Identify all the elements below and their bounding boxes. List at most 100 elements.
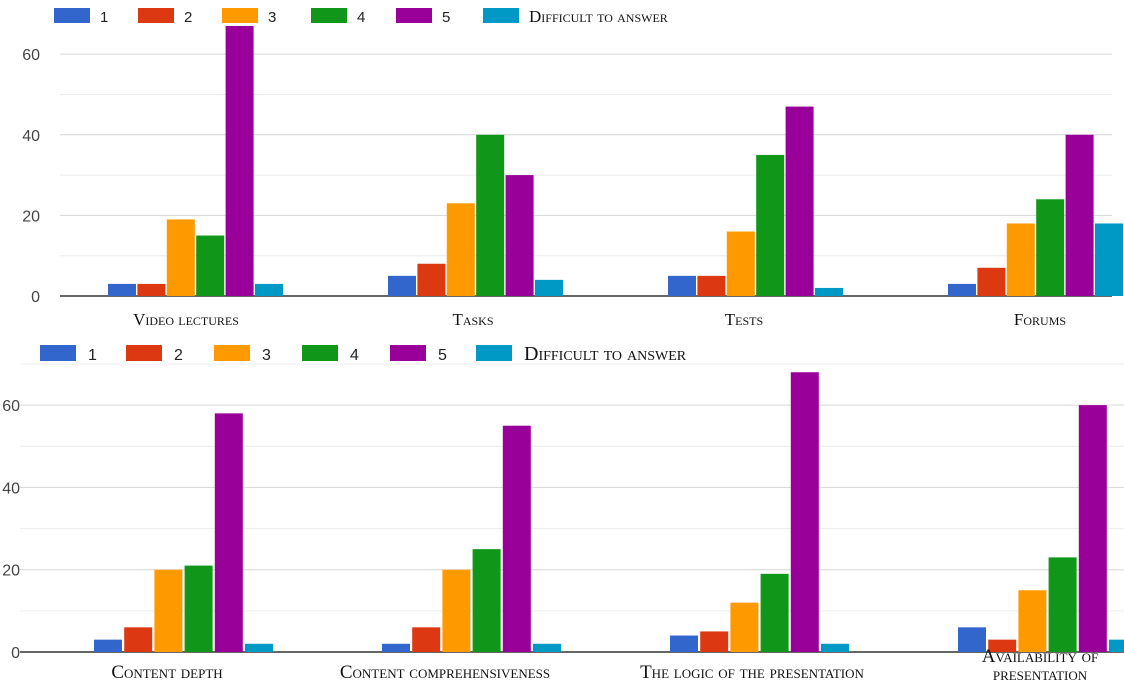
bar-availability-of-presentation-5 bbox=[1078, 405, 1107, 652]
legend-label: 1 bbox=[100, 9, 108, 26]
bar-content-comprehensiveness-5 bbox=[502, 425, 531, 652]
legend-label: 2 bbox=[174, 347, 183, 364]
legend-label: 4 bbox=[350, 347, 359, 364]
bar-content-depth-1 bbox=[94, 639, 122, 652]
legend-label: Difficult to answer bbox=[524, 343, 687, 365]
legend-swatch bbox=[390, 345, 426, 361]
bottom-y-tick-label: 60 bbox=[2, 398, 20, 415]
bar-tests-4 bbox=[756, 154, 785, 296]
legend-swatch bbox=[396, 8, 432, 23]
bar-forums-3 bbox=[1006, 223, 1035, 296]
legend-label: 4 bbox=[357, 9, 365, 26]
legend-item-3: 3 bbox=[222, 8, 276, 26]
legend-swatch bbox=[476, 345, 512, 361]
legend-item-2: 2 bbox=[126, 345, 183, 364]
bar-the-logic-of-the-presentation-4 bbox=[760, 573, 789, 652]
bar-content-depth-4 bbox=[184, 565, 213, 652]
bar-video-lectures-2 bbox=[137, 283, 166, 296]
bar-content-depth-3 bbox=[154, 569, 183, 652]
legend-item-difficult-to-answer: Difficult to answer bbox=[483, 7, 668, 26]
legend-item-4: 4 bbox=[311, 8, 365, 26]
bar-video-lectures-5 bbox=[225, 25, 254, 296]
legend-item-5: 5 bbox=[396, 8, 450, 26]
bar-availability-of-presentation-4 bbox=[1048, 557, 1077, 652]
legend-item-3: 3 bbox=[214, 345, 271, 364]
legend-swatch bbox=[126, 345, 162, 361]
bar-tasks-difficult-to-answer bbox=[535, 279, 563, 296]
chart-top: 0 20 40 60 1 2 3 4 5 Difficult to answer Video lec… bbox=[0, 0, 1124, 338]
bar-forums-5 bbox=[1065, 134, 1094, 296]
bar-tests-1 bbox=[668, 275, 696, 296]
chart-bottom-svg: 0 20 40 60 1 2 3 4 5 Difficult to answer Content d… bbox=[2, 343, 1124, 685]
bottom-y-tick-label: 40 bbox=[2, 480, 20, 497]
bar-content-depth-difficult-to-answer bbox=[245, 643, 273, 652]
bar-tasks-5 bbox=[505, 175, 534, 296]
legend-label: 5 bbox=[442, 9, 450, 26]
bottom-y-tick-label: 20 bbox=[2, 563, 20, 580]
category-label: The logic of the presentation bbox=[640, 662, 864, 683]
legend-swatch bbox=[302, 345, 338, 361]
bottom-bars bbox=[94, 372, 1124, 652]
bar-tests-2 bbox=[697, 275, 726, 296]
bar-content-comprehensiveness-4 bbox=[472, 549, 501, 652]
bar-availability-of-presentation-3 bbox=[1018, 590, 1047, 652]
legend-swatch bbox=[214, 345, 250, 361]
bar-content-comprehensiveness-1 bbox=[382, 643, 410, 652]
legend-item-5: 5 bbox=[390, 345, 447, 364]
bar-tests-3 bbox=[726, 231, 755, 296]
bottom-legend: 1 2 3 4 5 Difficult to answer bbox=[40, 343, 687, 365]
bar-availability-of-presentation-1 bbox=[958, 627, 986, 652]
legend-item-1: 1 bbox=[54, 8, 108, 26]
bar-tasks-2 bbox=[417, 263, 446, 296]
top-y-tick-label: 40 bbox=[22, 128, 40, 145]
bar-content-comprehensiveness-2 bbox=[412, 627, 441, 652]
bar-content-comprehensiveness-3 bbox=[442, 569, 471, 652]
legend-swatch bbox=[40, 345, 76, 361]
category-label: Tasks bbox=[452, 310, 493, 329]
bar-forums-difficult-to-answer bbox=[1095, 223, 1123, 296]
bar-tasks-3 bbox=[446, 203, 475, 296]
bottom-y-axis: 0 20 40 60 bbox=[2, 398, 20, 662]
category-label: Content depth bbox=[111, 662, 222, 683]
bar-video-lectures-difficult-to-answer bbox=[255, 283, 283, 296]
category-label: Tests bbox=[725, 310, 763, 329]
legend-item-2: 2 bbox=[138, 8, 192, 26]
top-legend: 1 2 3 4 5 Difficult to answer bbox=[54, 7, 668, 26]
bottom-x-axis: Content depth Content comprehensiveness Th… bbox=[111, 646, 1098, 685]
legend-label: Difficult to answer bbox=[529, 7, 668, 26]
bar-availability-of-presentation-2 bbox=[988, 639, 1017, 652]
bar-the-logic-of-the-presentation-difficult-to-answer bbox=[821, 643, 849, 652]
bar-content-depth-2 bbox=[124, 627, 153, 652]
bar-tasks-1 bbox=[388, 275, 416, 296]
bar-forums-2 bbox=[977, 267, 1006, 296]
bar-tests-difficult-to-answer bbox=[815, 287, 843, 296]
bar-the-logic-of-the-presentation-2 bbox=[700, 631, 729, 652]
legend-swatch bbox=[54, 8, 90, 23]
bottom-y-tick-label: 0 bbox=[11, 645, 20, 662]
bar-tests-5 bbox=[785, 106, 814, 296]
legend-item-4: 4 bbox=[302, 345, 359, 364]
bar-video-lectures-1 bbox=[108, 283, 136, 296]
top-bars bbox=[108, 25, 1123, 296]
legend-swatch bbox=[138, 8, 174, 23]
top-y-axis: 0 20 40 60 bbox=[22, 47, 40, 306]
bar-content-depth-5 bbox=[214, 413, 243, 652]
chart-bottom: 0 20 40 60 1 2 3 4 5 Difficult to answer Content d… bbox=[0, 338, 1124, 690]
chart-top-svg: 0 20 40 60 1 2 3 4 5 Difficult to answer Video lec… bbox=[22, 7, 1123, 329]
legend-item-1: 1 bbox=[40, 345, 97, 364]
bar-video-lectures-4 bbox=[196, 235, 225, 296]
category-label: Video lectures bbox=[133, 310, 239, 329]
bar-video-lectures-3 bbox=[166, 219, 195, 296]
legend-label: 1 bbox=[88, 347, 97, 364]
bar-the-logic-of-the-presentation-1 bbox=[670, 635, 698, 652]
legend-label: 2 bbox=[184, 9, 192, 26]
top-x-axis: Video lectures Tasks Tests Forums bbox=[133, 310, 1066, 329]
legend-label: 3 bbox=[268, 9, 276, 26]
bottom-grid bbox=[20, 363, 1124, 653]
top-y-tick-label: 60 bbox=[22, 47, 40, 64]
bar-tasks-4 bbox=[476, 134, 505, 296]
top-y-tick-label: 0 bbox=[31, 289, 40, 306]
legend-label: 5 bbox=[438, 347, 447, 364]
legend-label: 3 bbox=[262, 347, 271, 364]
category-label: Availability of presentation bbox=[982, 646, 1098, 685]
